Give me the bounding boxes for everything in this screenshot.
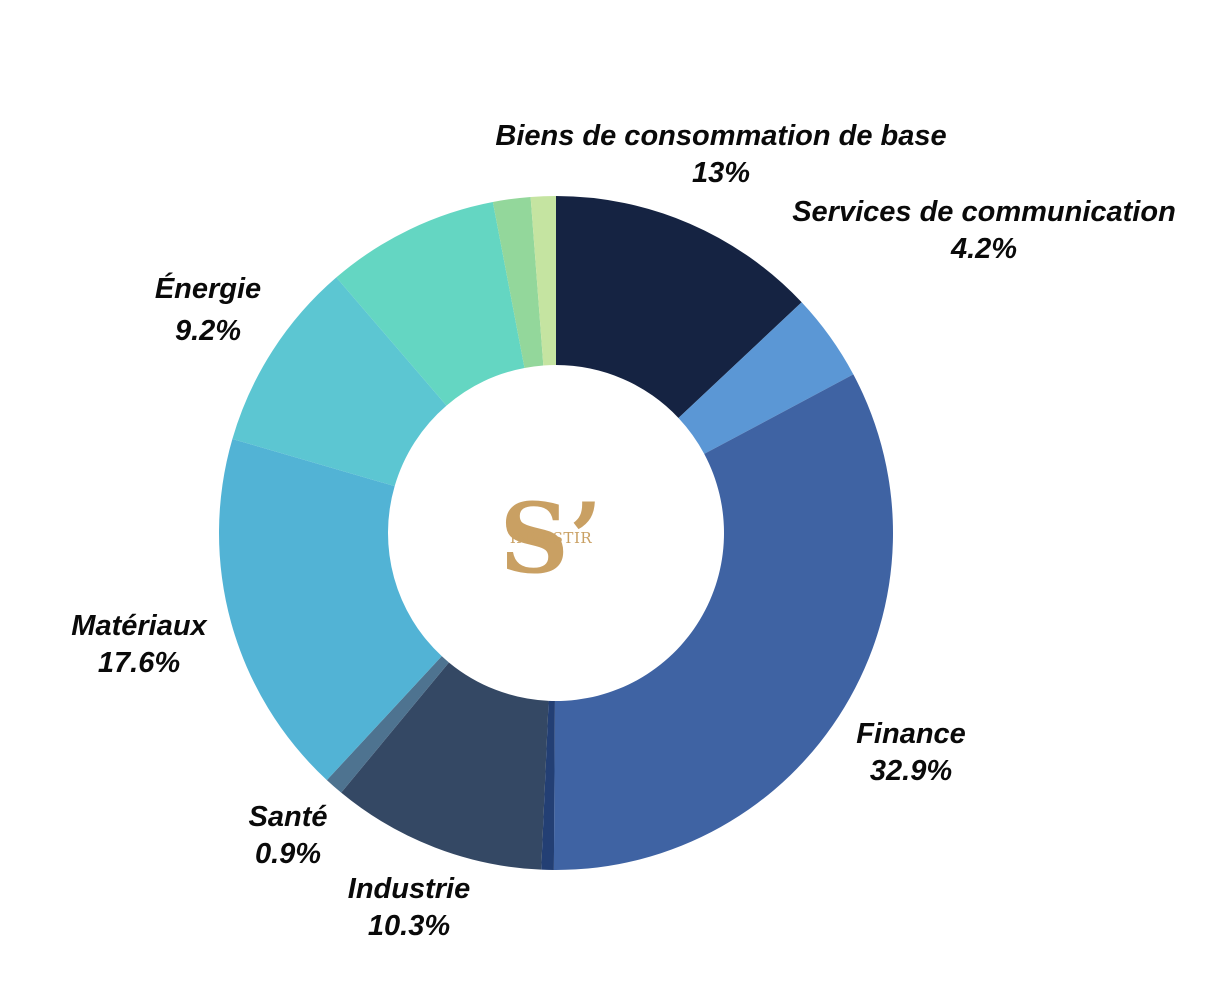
label-biens-de-consommation: Biens de consommation de base 13%	[495, 118, 946, 192]
slice-sant-	[326, 656, 449, 793]
slices-group	[218, 196, 893, 870]
label-value: 10.3%	[367, 910, 451, 942]
label-value: 17.6%	[97, 647, 181, 679]
label-name: Matériaux	[71, 610, 207, 642]
label-value: 32.9%	[869, 755, 953, 787]
label-sante: Santé 0.9%	[249, 799, 328, 873]
slice-unlabeled-9	[492, 196, 544, 368]
label-name: Biens de consommation de base	[495, 120, 947, 152]
label-services-de-communication: Services de communication 4.2%	[792, 194, 1176, 268]
label-energie: Énergie 9.2%	[155, 268, 261, 352]
slice-unlabeled-10	[530, 196, 556, 366]
label-finance: Finance 32.9%	[856, 716, 966, 790]
label-value: 0.9%	[254, 838, 322, 870]
label-value: 9.2%	[174, 315, 242, 347]
label-industrie: Industrie 10.3%	[348, 871, 470, 945]
label-name: Santé	[248, 801, 328, 833]
slice-services-de-communication	[678, 302, 854, 454]
label-value: 13%	[691, 157, 751, 189]
logo-letter: S’	[500, 482, 603, 595]
label-name: Finance	[856, 718, 966, 750]
slice--nergie	[232, 277, 447, 487]
slice-mat-riaux	[218, 438, 442, 781]
logo-word: INVESTIR	[510, 529, 593, 547]
label-name: Services de communication	[792, 196, 1176, 228]
slice-unlabeled-3	[541, 700, 555, 870]
label-value: 4.2%	[950, 233, 1018, 265]
label-name: Énergie	[154, 273, 262, 305]
label-name: Industrie	[347, 873, 471, 905]
brand-logo: S’ INVESTIR	[500, 482, 603, 595]
label-materiaux: Matériaux 17.6%	[71, 608, 206, 682]
slice-industrie	[341, 662, 549, 870]
slice-biens-de-consommation-de-base	[556, 196, 802, 418]
slice-unlabeled-8	[336, 201, 525, 406]
slice-finance	[553, 374, 893, 870]
